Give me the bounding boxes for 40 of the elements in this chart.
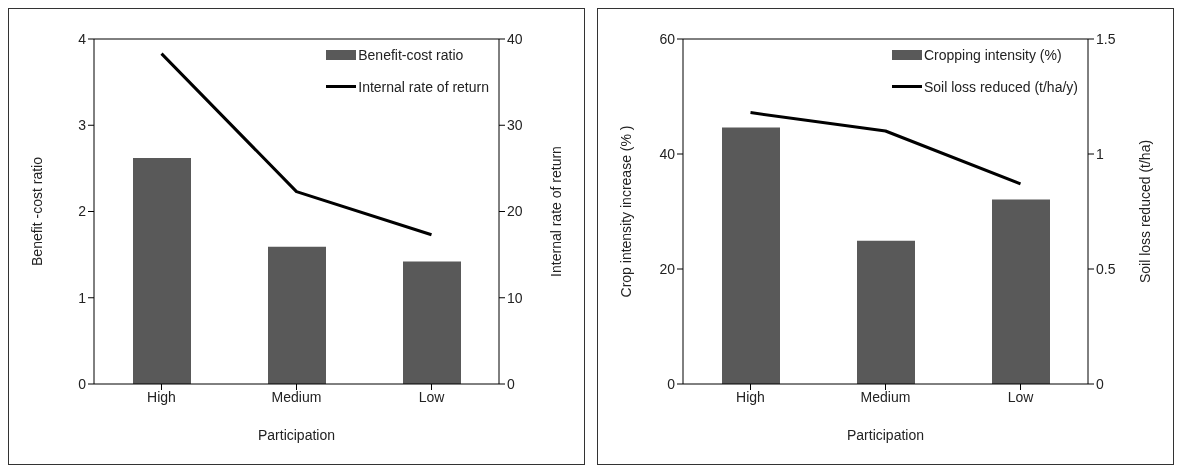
bar bbox=[857, 240, 915, 384]
bar bbox=[268, 246, 326, 384]
bar bbox=[992, 199, 1050, 384]
y2-axis-title: Internal rate of return bbox=[547, 146, 564, 277]
x-tick-label: High bbox=[736, 388, 765, 405]
y2-tick-label: 40 bbox=[507, 30, 523, 47]
y2-tick-label: 1.5 bbox=[1096, 30, 1116, 47]
legend-label: Cropping intensity (%) bbox=[923, 47, 1062, 63]
y-tick-label: 40 bbox=[659, 145, 676, 162]
y2-tick-label: 30 bbox=[507, 117, 523, 134]
y-tick-label: 4 bbox=[78, 30, 87, 47]
y2-tick-label: 0.5 bbox=[1096, 260, 1116, 277]
y-tick-label: 1 bbox=[78, 289, 87, 306]
y-axis-title: Benefit -cost ratio bbox=[28, 156, 45, 266]
y2-tick-label: 0 bbox=[507, 375, 515, 392]
bar bbox=[133, 158, 191, 384]
y-tick-label: 2 bbox=[78, 203, 87, 220]
y2-tick-label: 10 bbox=[507, 289, 523, 306]
y-tick-label: 60 bbox=[659, 30, 676, 47]
y-tick-label: 0 bbox=[667, 375, 676, 392]
y-tick-label: 20 bbox=[659, 260, 676, 277]
y2-tick-label: 1 bbox=[1096, 145, 1104, 162]
y2-axis-title: Soil loss reduced (t/ha) bbox=[1136, 139, 1153, 284]
y-tick-label: 3 bbox=[78, 117, 87, 134]
x-tick-label: Medium bbox=[271, 388, 322, 405]
legend-label: Benefit-cost ratio bbox=[358, 47, 464, 63]
legend-label: Soil loss reduced (t/ha/y) bbox=[923, 79, 1078, 95]
x-tick-label: Low bbox=[418, 388, 446, 405]
x-axis-title: Participation bbox=[846, 427, 925, 443]
x-axis-title: Participation bbox=[257, 427, 336, 443]
y-axis-title: Crop intensity increase (% ) bbox=[617, 125, 634, 298]
y2-tick-label: 20 bbox=[507, 203, 523, 220]
x-tick-label: High bbox=[147, 388, 176, 405]
y2-tick-label: 0 bbox=[1096, 375, 1104, 392]
legend-label: Internal rate of return bbox=[358, 79, 489, 95]
y-tick-label: 0 bbox=[78, 375, 87, 392]
x-tick-label: Low bbox=[1007, 388, 1035, 405]
bar bbox=[722, 127, 780, 384]
x-tick-label: Medium bbox=[860, 388, 911, 405]
bar bbox=[403, 261, 461, 384]
